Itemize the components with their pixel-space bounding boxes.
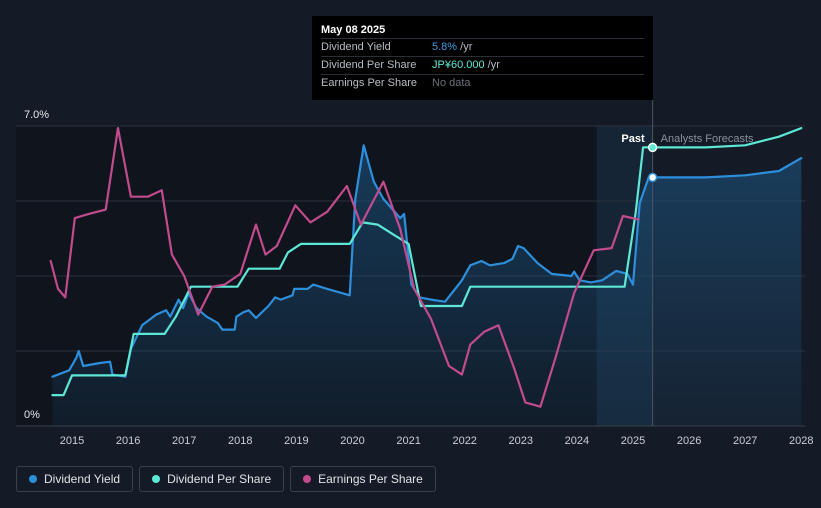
series-area-dividend-yield (52, 145, 802, 426)
tooltip-label: Dividend Yield (321, 41, 391, 53)
marker-dividend-per-share[interactable] (647, 142, 658, 153)
series-line-dividend-yield (51, 144, 803, 378)
forecast-label: Analysts Forecasts (661, 133, 754, 145)
x-tick-label: 2022 (452, 435, 476, 447)
x-tick-label: 2024 (565, 435, 589, 447)
series-line-earnings-per-share (49, 127, 640, 408)
x-tick-label: 2017 (172, 435, 196, 447)
legend-label: Dividend Yield (44, 472, 121, 486)
x-tick-label: 2026 (677, 435, 701, 447)
tooltip-row-dividend-yield: Dividend Yield 5.8% /yr (321, 38, 644, 56)
x-tick-label: 2020 (340, 435, 364, 447)
legend-item-earnings-per-share[interactable]: Earnings Per Share (290, 466, 436, 492)
legend-item-dividend-per-share[interactable]: Dividend Per Share (139, 466, 285, 492)
x-tick-label: 2019 (284, 435, 308, 447)
y-axis-top-label: 7.0% (24, 109, 49, 121)
x-tick-label: 2027 (733, 435, 757, 447)
tooltip-label: Earnings Per Share (321, 77, 417, 89)
x-tick-label: 2015 (60, 435, 84, 447)
tooltip-label: Dividend Per Share (321, 59, 417, 71)
dividend-chart: 7.0% 0% Past Analysts Forecasts 2015 2016… (16, 100, 814, 447)
legend-dot-icon (303, 475, 312, 483)
chart-legend: Dividend Yield Dividend Per Share Earnin… (16, 466, 436, 492)
tooltip-row-dividend-per-share: Dividend Per Share JP¥60.000 /yr (321, 56, 644, 74)
tooltip-row-earnings-per-share: Earnings Per Share No data (321, 74, 644, 92)
x-tick-label: 2021 (396, 435, 420, 447)
tooltip-value: JP¥60.000 (432, 59, 485, 71)
x-tick-label: 2018 (228, 435, 252, 447)
legend-label: Dividend Per Share (167, 472, 272, 486)
tooltip-value: No data (432, 77, 471, 89)
x-tick-label: 2023 (509, 435, 533, 447)
tooltip-date: May 08 2025 (321, 24, 386, 36)
legend-dot-icon (29, 475, 37, 483)
past-label: Past (621, 133, 645, 145)
legend-dot-icon (152, 475, 161, 483)
x-tick-label: 2016 (116, 435, 140, 447)
marker-dividend-yield[interactable] (647, 172, 658, 183)
y-axis-bottom-label: 0% (24, 409, 40, 421)
tooltip-value: 5.8% (432, 41, 458, 53)
tooltip-unit: /yr (457, 41, 473, 53)
tooltip-unit: /yr (484, 59, 500, 71)
legend-label: Earnings Per Share (318, 472, 423, 486)
x-tick-label: 2025 (621, 435, 645, 447)
x-tick-label: 2028 (789, 435, 813, 447)
legend-item-dividend-yield[interactable]: Dividend Yield (16, 466, 134, 492)
hover-tooltip: May 08 2025 Dividend Yield 5.8% /yr Divi… (312, 16, 653, 100)
